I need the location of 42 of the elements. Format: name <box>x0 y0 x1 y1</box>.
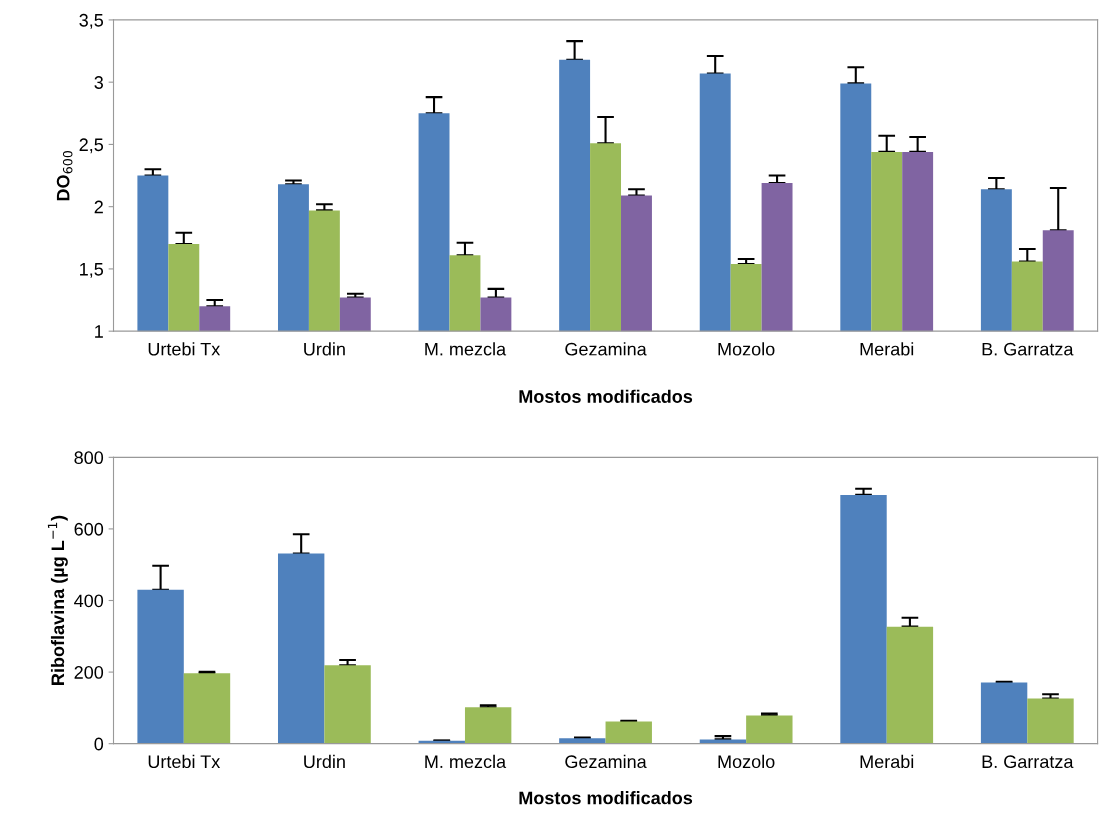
x-axis-title: Mostos modificados <box>519 389 693 403</box>
y-tick-label: 2 <box>94 200 103 214</box>
bar <box>277 553 325 744</box>
x-tick-label: Urdin <box>304 754 345 769</box>
x-tick-label: M. mezcla <box>425 342 507 356</box>
y-tick-label: 1,5 <box>80 263 104 278</box>
x-tick-label: Merabi <box>860 342 914 356</box>
bar <box>980 682 1028 744</box>
y-tick-label: 800 <box>74 451 104 465</box>
bar <box>137 589 184 744</box>
x-tick-label: Merabi <box>860 754 914 769</box>
bar <box>324 665 371 744</box>
y-tick-label: 400 <box>74 594 104 608</box>
bar <box>559 738 606 744</box>
y-tick-label: 3,5 <box>79 13 104 29</box>
bar <box>886 626 934 744</box>
x-tick-label: Urtebi Tx <box>148 342 221 356</box>
bar <box>1027 698 1074 744</box>
bar <box>746 715 793 744</box>
y-axis-title: DO$_{600}$ <box>56 151 73 201</box>
x-tick-label: Gezamina <box>565 342 647 356</box>
x-tick-label: Mozolo <box>718 754 775 769</box>
bar <box>699 739 747 744</box>
x-tick-label: B. Garratza <box>982 342 1074 356</box>
x-tick-label: B. Garratza <box>982 755 1074 769</box>
y-tick-label: 1 <box>95 325 103 338</box>
x-tick-label: Mozolo <box>718 342 775 356</box>
x-tick-label: M. mezcla <box>425 754 507 769</box>
x-tick-label: Urtebi Tx <box>148 754 221 769</box>
y-axis-title: Riboflavina (µg L$^{−1}$) <box>47 515 68 685</box>
x-tick-label: Urdin <box>304 342 345 356</box>
y-tick-label: 200 <box>74 666 104 679</box>
x-axis-title: Mostos modificados <box>519 791 693 805</box>
y-tick-label: 3 <box>94 76 103 89</box>
y-tick-label: 600 <box>74 522 104 536</box>
bar <box>183 673 231 744</box>
y-tick-label: 0 <box>94 737 104 751</box>
bar <box>605 721 652 744</box>
x-tick-label: Gezamina <box>565 754 647 769</box>
bar <box>840 494 887 744</box>
bar <box>464 707 512 744</box>
y-tick-label: 2,5 <box>79 138 104 154</box>
